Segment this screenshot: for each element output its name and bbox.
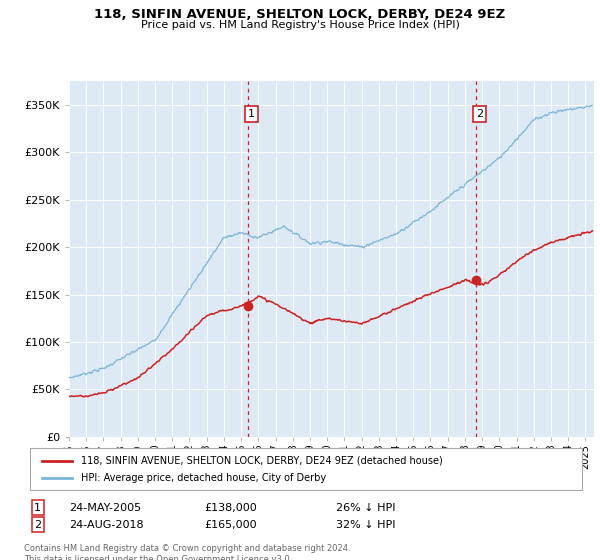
Text: Price paid vs. HM Land Registry's House Price Index (HPI): Price paid vs. HM Land Registry's House … — [140, 20, 460, 30]
Text: £165,000: £165,000 — [204, 520, 257, 530]
Text: 1: 1 — [248, 109, 255, 119]
Text: 118, SINFIN AVENUE, SHELTON LOCK, DERBY, DE24 9EZ: 118, SINFIN AVENUE, SHELTON LOCK, DERBY,… — [94, 8, 506, 21]
Text: 1: 1 — [34, 503, 41, 513]
Text: HPI: Average price, detached house, City of Derby: HPI: Average price, detached house, City… — [81, 473, 326, 483]
Text: £138,000: £138,000 — [204, 503, 257, 513]
Text: Contains HM Land Registry data © Crown copyright and database right 2024.
This d: Contains HM Land Registry data © Crown c… — [24, 544, 350, 560]
Text: 118, SINFIN AVENUE, SHELTON LOCK, DERBY, DE24 9EZ (detached house): 118, SINFIN AVENUE, SHELTON LOCK, DERBY,… — [81, 456, 443, 466]
Text: 32% ↓ HPI: 32% ↓ HPI — [336, 520, 395, 530]
Text: 24-AUG-2018: 24-AUG-2018 — [69, 520, 143, 530]
Text: 2: 2 — [476, 109, 483, 119]
Text: 26% ↓ HPI: 26% ↓ HPI — [336, 503, 395, 513]
Text: 24-MAY-2005: 24-MAY-2005 — [69, 503, 141, 513]
Text: 2: 2 — [34, 520, 41, 530]
